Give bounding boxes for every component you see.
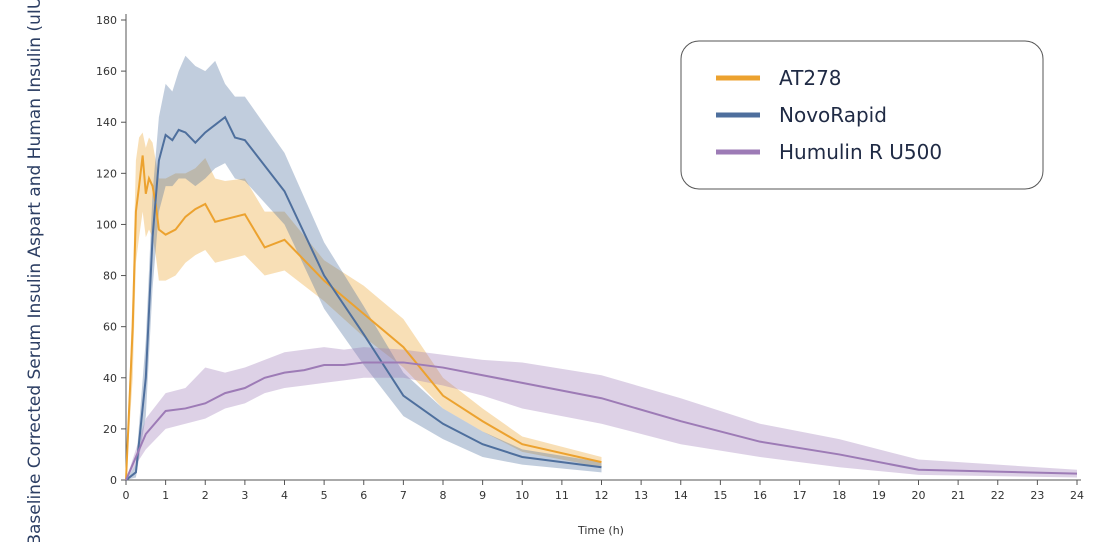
x-tick-label: 24 bbox=[1070, 489, 1084, 502]
y-tick-label: 60 bbox=[103, 321, 117, 334]
x-tick-label: 8 bbox=[440, 489, 447, 502]
confidence-band bbox=[126, 347, 1077, 480]
y-axis-label: Baseline Corrected Serum Insulin Aspart … bbox=[25, 0, 45, 542]
x-tick-label: 15 bbox=[713, 489, 727, 502]
y-tick-label: 80 bbox=[103, 270, 117, 283]
x-tick-label: 1 bbox=[162, 489, 169, 502]
x-axis-label: Time (h) bbox=[577, 524, 624, 537]
y-tick-label: 40 bbox=[103, 372, 117, 385]
y-tick-label: 120 bbox=[96, 167, 117, 180]
y-tick-label: 20 bbox=[103, 423, 117, 436]
legend-box bbox=[680, 40, 1044, 190]
y-tick-label: 140 bbox=[96, 116, 117, 129]
series-line bbox=[125, 115, 602, 481]
x-tick-label: 10 bbox=[515, 489, 529, 502]
x-tick-label: 17 bbox=[793, 489, 807, 502]
x-tick-label: 21 bbox=[951, 489, 965, 502]
x-tick-label: 22 bbox=[991, 489, 1005, 502]
x-tick-label: 20 bbox=[912, 489, 926, 502]
confidence-band bbox=[126, 55, 602, 481]
x-tick-label: 6 bbox=[360, 489, 367, 502]
legend-label: Humulin R U500 bbox=[779, 140, 942, 164]
x-tick-label: 7 bbox=[400, 489, 407, 502]
x-tick-label: 16 bbox=[753, 489, 767, 502]
y-tick-label: 160 bbox=[96, 65, 117, 78]
x-tick-label: 0 bbox=[123, 489, 130, 502]
y-tick-label: 180 bbox=[96, 14, 117, 27]
x-tick-label: 12 bbox=[595, 489, 609, 502]
x-tick-label: 23 bbox=[1030, 489, 1044, 502]
x-tick-label: 9 bbox=[479, 489, 486, 502]
legend-label: AT278 bbox=[779, 66, 842, 90]
legend-label: NovoRapid bbox=[779, 103, 887, 127]
x-tick-label: 14 bbox=[674, 489, 688, 502]
x-tick-label: 19 bbox=[872, 489, 886, 502]
x-tick-label: 13 bbox=[634, 489, 648, 502]
x-tick-label: 11 bbox=[555, 489, 569, 502]
x-tick-label: 3 bbox=[241, 489, 248, 502]
y-tick-label: 0 bbox=[110, 474, 117, 487]
series-line bbox=[125, 361, 1078, 481]
y-tick-label: 100 bbox=[96, 218, 117, 231]
x-tick-label: 5 bbox=[321, 489, 328, 502]
x-tick-label: 4 bbox=[281, 489, 288, 502]
x-tick-label: 2 bbox=[202, 489, 209, 502]
confidence-band bbox=[126, 132, 602, 480]
series-line bbox=[125, 155, 602, 481]
x-tick-label: 18 bbox=[832, 489, 846, 502]
